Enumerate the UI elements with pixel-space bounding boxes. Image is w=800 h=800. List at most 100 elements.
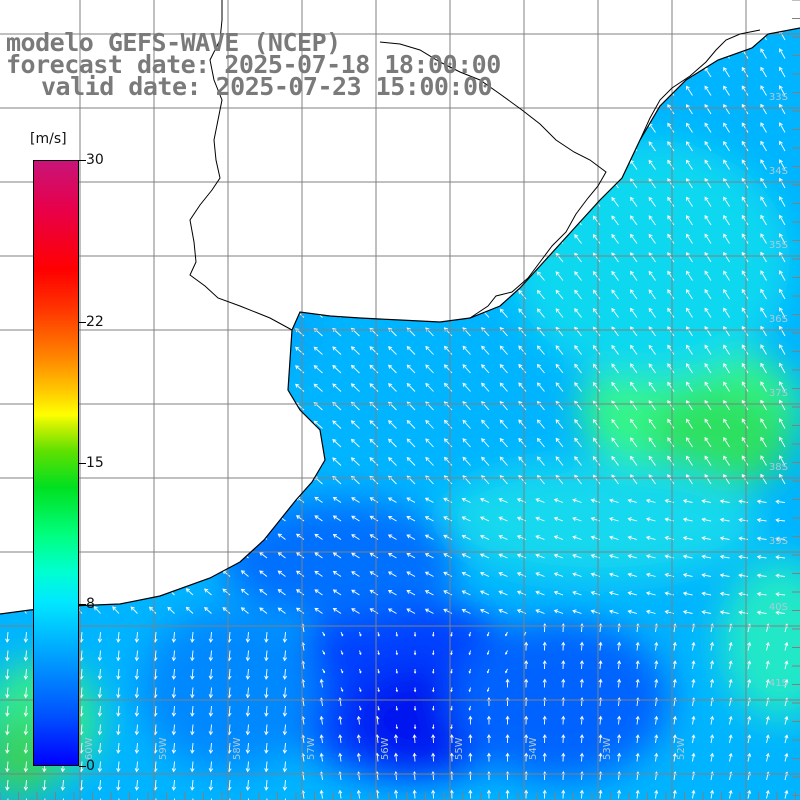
wind-arrow-head bbox=[369, 272, 374, 277]
wind-arrow-head bbox=[313, 124, 318, 129]
wind-arrow-head bbox=[134, 694, 140, 699]
wind-arrow bbox=[517, 591, 527, 596]
wind-arrow bbox=[109, 274, 120, 281]
wind-arrow-head bbox=[499, 438, 504, 443]
wind-arrow bbox=[351, 217, 360, 226]
wind-arrow-head bbox=[93, 495, 98, 500]
wind-arrow-head bbox=[97, 694, 103, 699]
wind-arrow bbox=[667, 363, 675, 374]
wind-arrow bbox=[165, 144, 175, 152]
wind-arrow bbox=[16, 459, 27, 466]
wind-arrow bbox=[25, 742, 27, 754]
wind-arrow bbox=[183, 310, 194, 318]
wind-arrow-head bbox=[741, 325, 746, 331]
wind-arrow-head bbox=[350, 327, 356, 332]
wind-arrow-head bbox=[93, 606, 98, 611]
wind-arrow bbox=[314, 571, 323, 577]
wind-arrow-head bbox=[245, 657, 251, 662]
wind-arrow-head bbox=[313, 143, 318, 148]
wind-arrow-head bbox=[574, 382, 579, 387]
wind-arrow-head bbox=[130, 569, 135, 574]
wind-arrow-head bbox=[388, 161, 393, 166]
wind-arrow-head bbox=[443, 308, 449, 313]
wind-arrow bbox=[760, 289, 767, 300]
wind-arrow bbox=[413, 771, 416, 781]
wind-arrow bbox=[339, 772, 342, 781]
wind-arrow-head bbox=[592, 289, 597, 294]
wind-arrow-head bbox=[486, 715, 491, 720]
wind-arrow-head bbox=[0, 367, 2, 371]
wind-arrow-head bbox=[295, 515, 301, 520]
wind-arrow-head bbox=[432, 708, 435, 711]
wind-arrow bbox=[302, 661, 305, 670]
wind-arrow-head bbox=[34, 89, 40, 94]
wind-arrow bbox=[518, 271, 527, 281]
wind-arrow bbox=[296, 552, 305, 559]
wind-arrow bbox=[228, 779, 231, 791]
wind-arrow bbox=[0, 108, 9, 115]
wind-arrow-head bbox=[468, 689, 471, 693]
wind-arrow bbox=[518, 327, 527, 337]
wind-arrow-head bbox=[332, 142, 337, 148]
wind-arrow-head bbox=[183, 125, 188, 130]
wind-arrow-head bbox=[574, 141, 579, 146]
wind-arrow bbox=[555, 475, 564, 485]
wind-arrow-head bbox=[239, 421, 244, 426]
wind-arrow-head bbox=[16, 348, 21, 353]
wind-arrow-head bbox=[443, 497, 448, 502]
wind-arrow bbox=[425, 516, 434, 522]
wind-arrow bbox=[228, 705, 231, 717]
wind-arrow bbox=[591, 517, 601, 522]
wind-arrow-head bbox=[257, 420, 263, 425]
wind-arrow bbox=[117, 705, 120, 717]
wind-arrow-head bbox=[134, 786, 140, 791]
wind-arrow bbox=[779, 270, 786, 281]
wind-arrow-head bbox=[555, 123, 560, 128]
wind-arrow bbox=[704, 381, 712, 392]
wind-arrow-head bbox=[257, 365, 263, 370]
wind-arrow bbox=[228, 761, 231, 772]
wind-arrow-head bbox=[276, 198, 281, 203]
wind-arrow bbox=[667, 49, 675, 59]
wind-arrow bbox=[94, 532, 101, 540]
wind-arrow-head bbox=[406, 497, 411, 502]
wind-arrow-head bbox=[719, 610, 725, 615]
wind-arrow-head bbox=[784, 641, 789, 646]
wind-arrow-head bbox=[709, 752, 715, 757]
wind-arrow bbox=[332, 143, 342, 152]
wind-arrow-head bbox=[146, 310, 151, 315]
wind-arrow-head bbox=[90, 126, 95, 130]
wind-arrow-head bbox=[590, 609, 596, 614]
wind-arrow bbox=[757, 500, 767, 503]
wind-arrow-head bbox=[450, 708, 453, 711]
wind-arrow bbox=[757, 593, 767, 596]
wind-arrow-head bbox=[704, 307, 709, 312]
wind-arrow bbox=[128, 107, 138, 115]
wind-arrow-head bbox=[611, 233, 616, 239]
wind-arrow-head bbox=[16, 385, 21, 390]
wind-arrow-head bbox=[351, 534, 356, 539]
wind-arrow-head bbox=[259, 514, 264, 519]
wind-arrow bbox=[332, 439, 342, 448]
wind-arrow-head bbox=[443, 364, 449, 369]
wind-arrow-head bbox=[609, 535, 614, 540]
wind-arrow-head bbox=[116, 675, 121, 680]
wind-arrow-head bbox=[53, 126, 58, 131]
wind-arrow bbox=[692, 772, 695, 781]
wind-arrow bbox=[332, 383, 342, 392]
wind-arrow-head bbox=[516, 590, 522, 595]
wind-arrow-head bbox=[146, 292, 151, 297]
wind-arrow-head bbox=[369, 571, 374, 576]
wind-arrow-head bbox=[505, 715, 510, 720]
wind-arrow-head bbox=[686, 474, 690, 479]
wind-arrow bbox=[611, 382, 619, 392]
wind-arrow-head bbox=[741, 177, 746, 183]
wind-arrow bbox=[702, 518, 712, 522]
wind-arrow-head bbox=[164, 236, 170, 241]
wind-arrow-head bbox=[350, 198, 356, 203]
wind-arrow bbox=[779, 233, 786, 244]
wind-arrow bbox=[499, 105, 508, 115]
wind-arrow-head bbox=[220, 199, 225, 204]
wind-arrow-head bbox=[627, 554, 632, 559]
wind-arrow bbox=[109, 144, 120, 152]
